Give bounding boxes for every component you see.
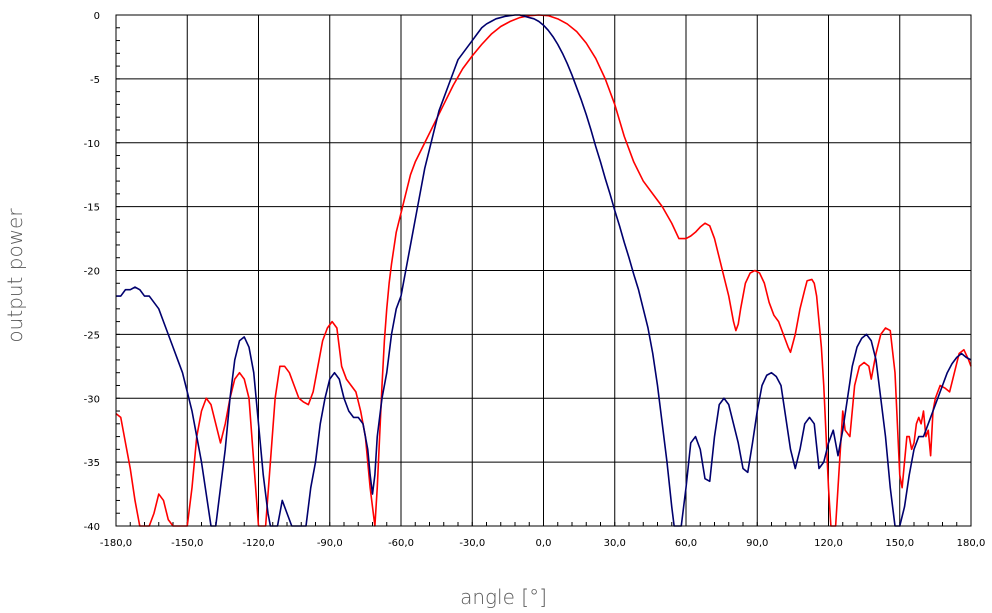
y-axis-title: output power [3,208,27,343]
series-line-2 [116,14,972,527]
x-tick-label: -120,0 [242,538,274,549]
x-tick-label: -30,0 [459,538,485,549]
grid [115,14,972,527]
y-tick-label: 0 [94,11,100,22]
x-tick-label: 60,0 [675,538,697,549]
y-tick-label: -30 [84,394,100,405]
y-tick-label: -20 [84,267,100,278]
x-tick-label: 150,0 [885,538,914,549]
x-tick-label: 90,0 [746,538,768,549]
y-tick-label: -15 [84,203,100,214]
y-tick-labels: 0 -5 -10 -15 -20 -25 -30 -35 -40 [84,11,100,533]
x-tick-label: -180,0 [100,538,132,549]
x-tick-label: 120,0 [814,538,843,549]
x-tick-label: -90,0 [317,538,343,549]
x-tick-label: 180,0 [957,538,986,549]
x-axis-title: angle [°] [460,585,547,609]
y-tick-label: -5 [90,75,100,86]
y-tick-label: -40 [84,522,100,533]
y-tick-label: -25 [84,330,100,341]
series-line-1 [115,14,972,527]
y-tick-label: -35 [84,458,100,469]
x-tick-label: -150,0 [171,538,203,549]
x-tick-label: -60,0 [388,538,414,549]
y-tick-label: -10 [84,139,100,150]
x-tick-label: 0,0 [536,538,552,549]
x-tick-labels: -180,0 -150,0 -120,0 -90,0 -60,0 -30,0 0,0 30,0… [100,538,985,549]
x-tick-label: 30,0 [604,538,626,549]
series-layer [115,14,972,527]
plot-frame [115,14,972,527]
